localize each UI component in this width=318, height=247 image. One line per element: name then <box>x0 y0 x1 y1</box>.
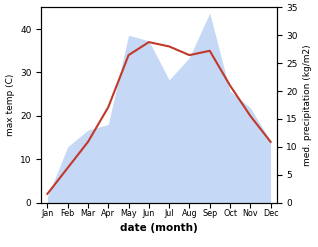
Y-axis label: max temp (C): max temp (C) <box>5 74 15 136</box>
X-axis label: date (month): date (month) <box>120 223 198 233</box>
Y-axis label: med. precipitation (kg/m2): med. precipitation (kg/m2) <box>303 44 313 166</box>
